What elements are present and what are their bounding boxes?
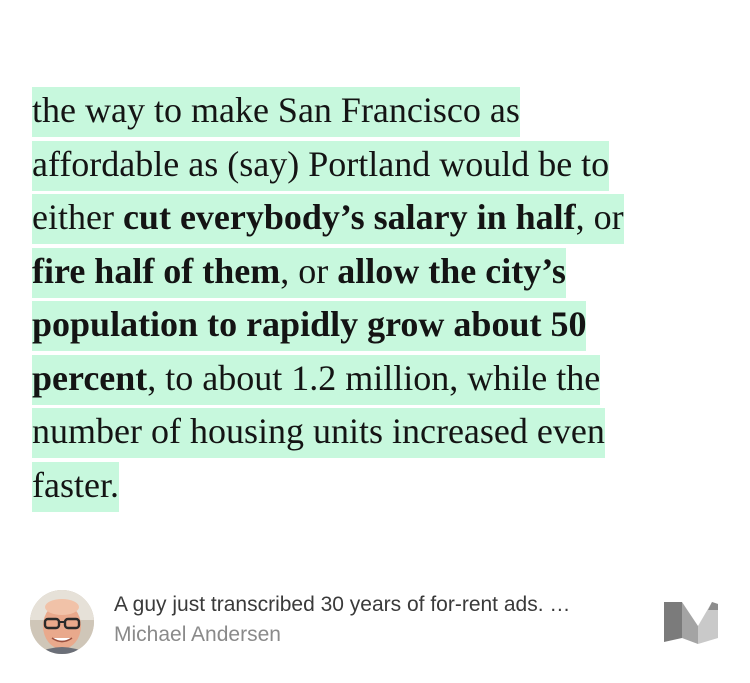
quote-segment: the way to make San Francisco as afforda… xyxy=(32,90,610,237)
quote-segment-bold: allow the city’s population to rapidly g… xyxy=(32,250,587,398)
author-avatar[interactable] xyxy=(30,590,94,654)
author-avatar-photo xyxy=(30,590,94,654)
quote-segment-bold: fire half of them xyxy=(32,250,281,291)
highlight-run: the way to make San Francisco as afforda… xyxy=(32,87,624,512)
article-title[interactable]: A guy just transcribed 30 years of for-r… xyxy=(114,593,571,616)
author-name[interactable]: Michael Andersen xyxy=(114,623,281,646)
quote-segment: , or xyxy=(280,250,338,291)
quote-segment-bold: cut everybody’s salary in half xyxy=(122,197,576,237)
highlighted-quote: the way to make San Francisco as afforda… xyxy=(32,84,672,512)
source-footer[interactable]: A guy just transcribed 30 years of for-r… xyxy=(0,588,750,658)
quote-segment: , or xyxy=(575,197,624,237)
medium-logo-icon[interactable] xyxy=(662,598,720,646)
quote-segment: , to about 1.2 million, while the number… xyxy=(32,357,605,505)
